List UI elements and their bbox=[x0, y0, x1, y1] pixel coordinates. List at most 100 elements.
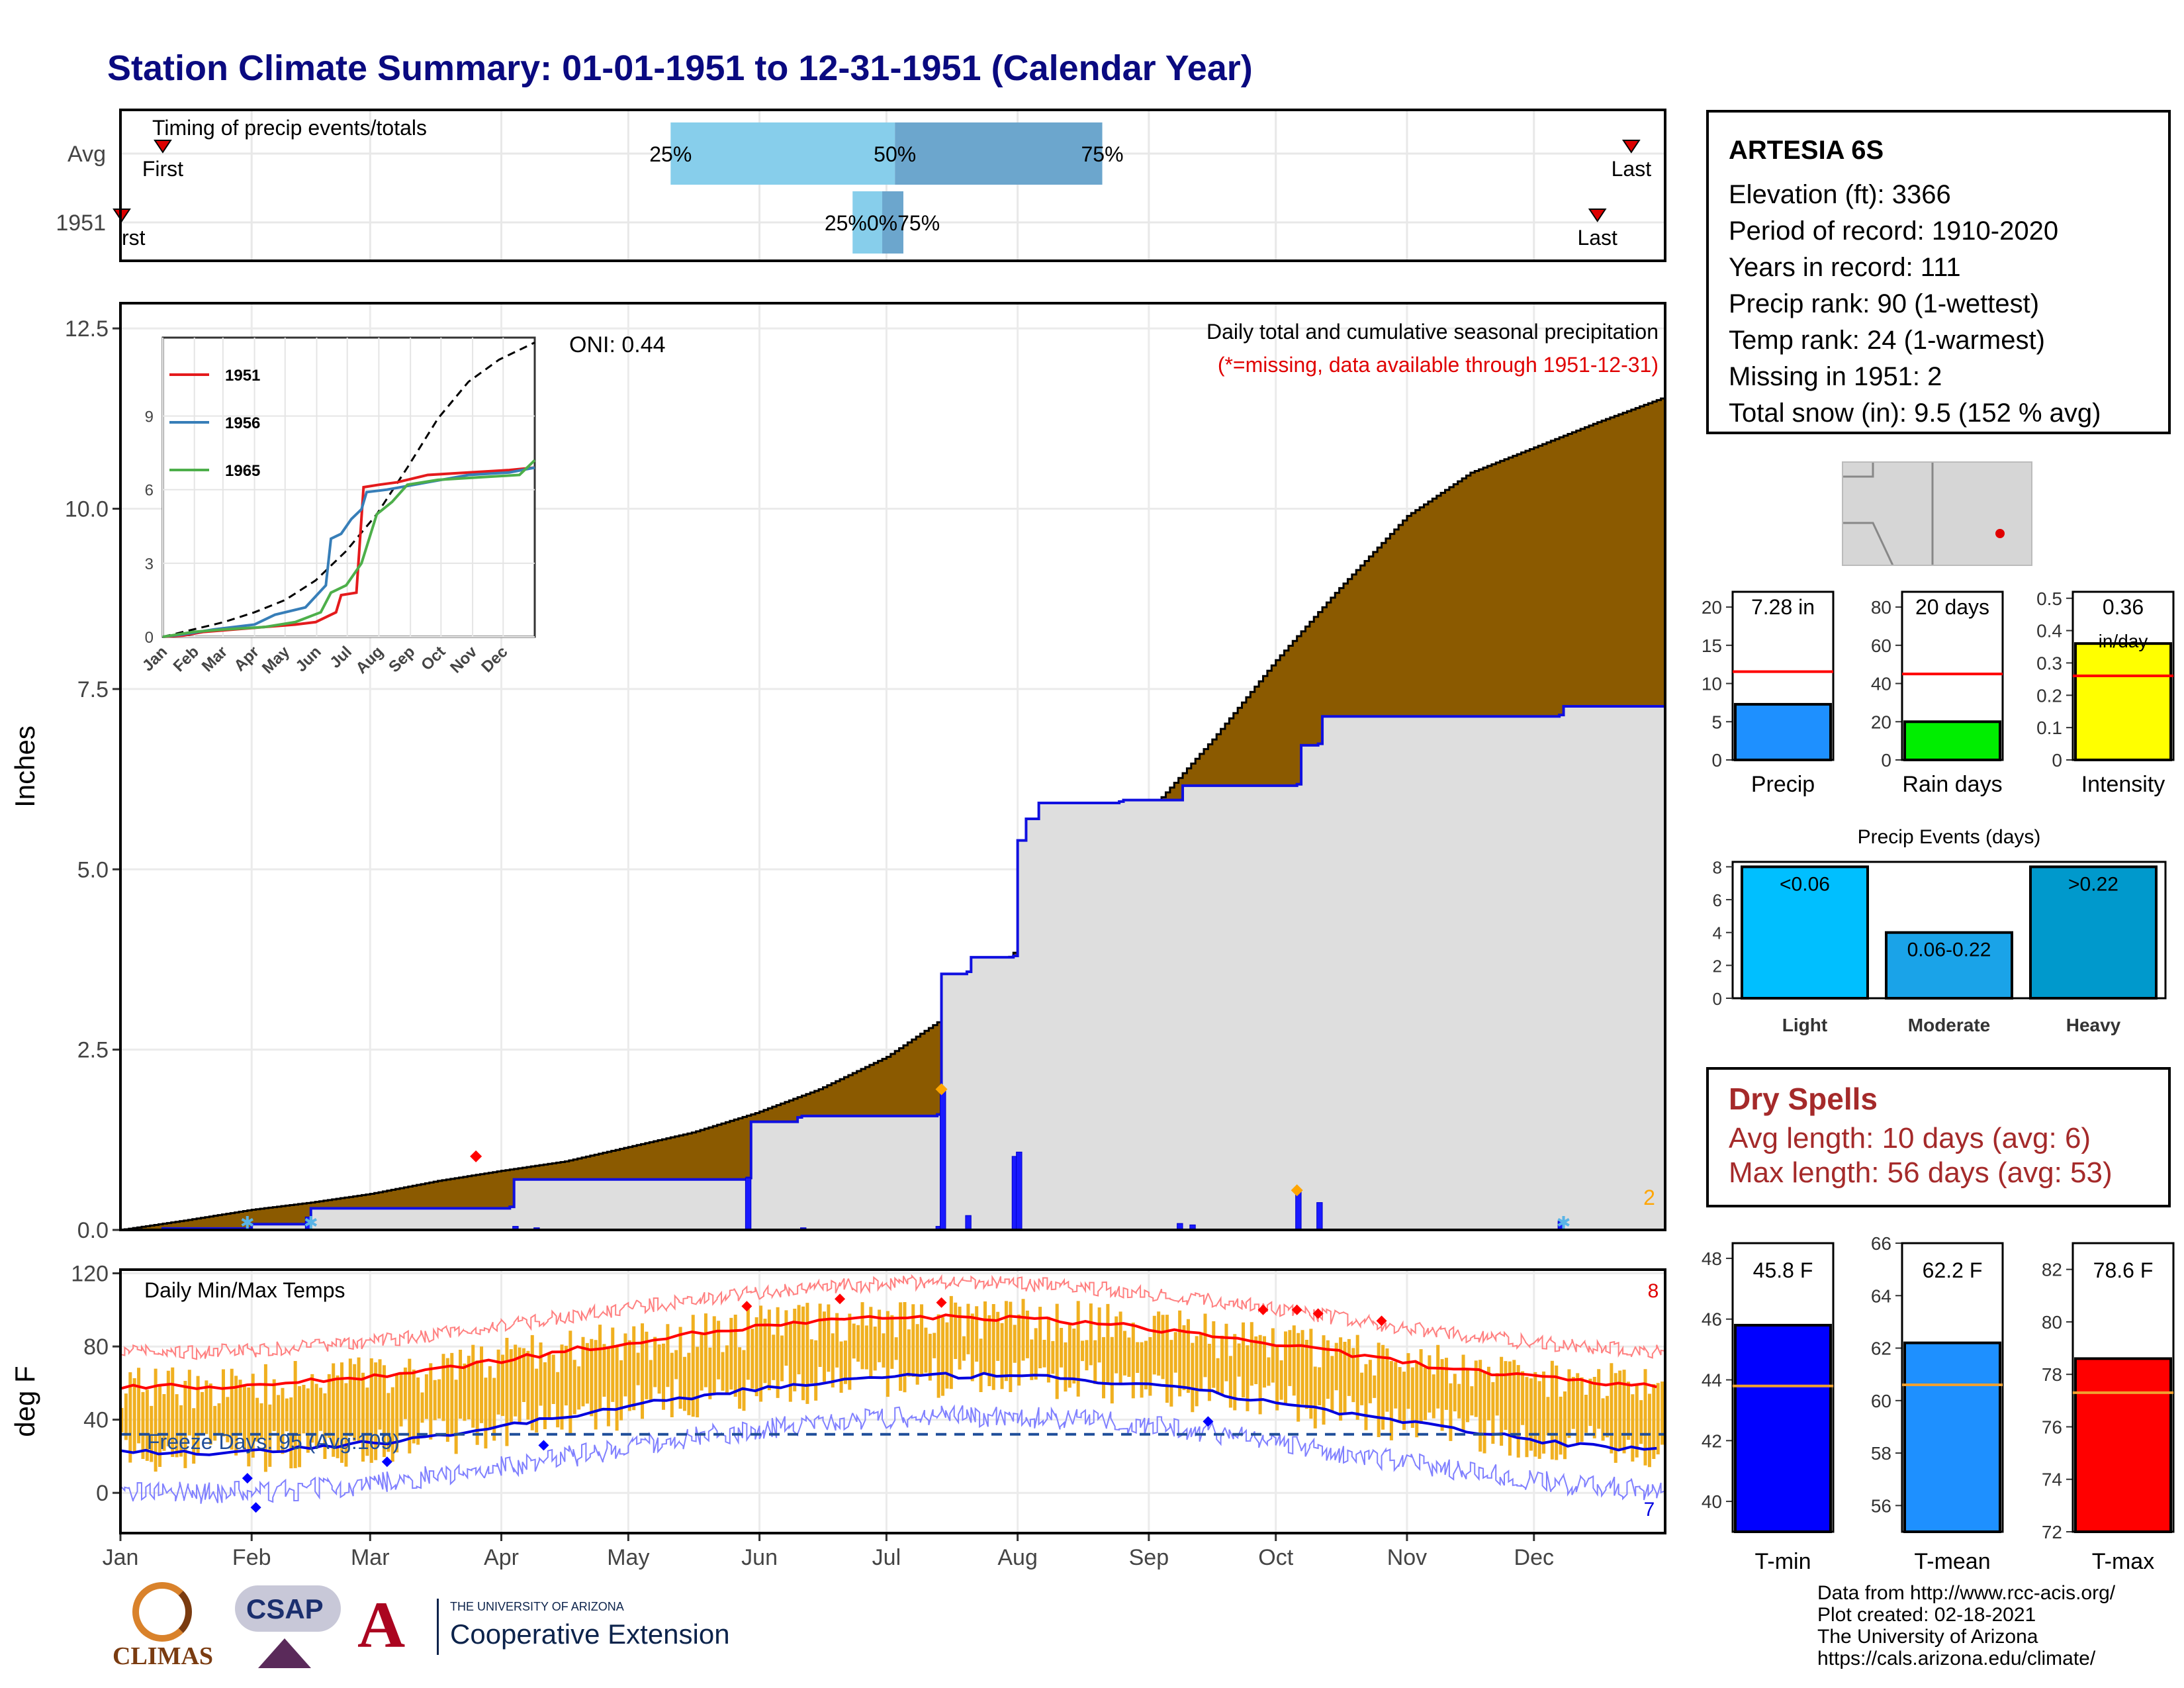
locator-map-frame bbox=[1842, 461, 2032, 566]
precip-ytick-label: 2.5 bbox=[77, 1038, 109, 1063]
events-bar bbox=[1885, 931, 2013, 1000]
panel-ytick-label: 80 bbox=[1871, 597, 1891, 618]
temp-panel-bar bbox=[1734, 1323, 1832, 1533]
footer-line: Data from http://www.rcc-acis.org/ bbox=[1817, 1582, 2116, 1604]
temp-ytick-label: 80 bbox=[83, 1335, 109, 1360]
temp-panel-ytick-label: 78 bbox=[2042, 1364, 2062, 1385]
inset-legend-label: 1965 bbox=[225, 462, 260, 480]
panel-value-label: 20 days bbox=[1915, 595, 1989, 619]
climas-sun-icon bbox=[132, 1582, 192, 1642]
temp-panel-value: 78.6 F bbox=[2093, 1258, 2154, 1282]
month-label: Sep bbox=[1129, 1545, 1169, 1570]
dry-spells-box: Dry Spells Avg length: 10 days (avg: 6) … bbox=[1706, 1067, 2171, 1207]
freeze-days-text: Freeze Days: 95 (Avg:109) bbox=[147, 1430, 400, 1454]
daily-precip-bar bbox=[745, 1178, 752, 1231]
events-bar-label: <0.06 bbox=[1780, 873, 1830, 895]
footer-line: Plot created: 02-18-2021 bbox=[1817, 1604, 2036, 1626]
temp-panel-value: 45.8 F bbox=[1753, 1258, 1813, 1282]
events-ytick-label: 8 bbox=[1713, 857, 1722, 877]
record-low-marker bbox=[242, 1473, 253, 1484]
month-label: Oct bbox=[1258, 1545, 1293, 1570]
events-bar bbox=[1741, 865, 1869, 1000]
temp-panel-ytick-label: 80 bbox=[2042, 1312, 2062, 1333]
ua-divider bbox=[437, 1599, 439, 1655]
obs-cumulative-line bbox=[120, 705, 1665, 1231]
ua-a-icon: A bbox=[357, 1588, 406, 1662]
timing-row-label: Avg bbox=[68, 142, 106, 167]
station-line: Elevation (ft): 3366 bbox=[1729, 180, 1951, 209]
inset-ytick-label: 6 bbox=[145, 482, 154, 500]
last-marker bbox=[1588, 209, 1607, 222]
last-marker bbox=[1621, 140, 1641, 154]
footer-line: The University of Arizona bbox=[1817, 1626, 2038, 1648]
record-low-marker bbox=[250, 1502, 261, 1513]
precip-ytick-label: 10.0 bbox=[65, 497, 109, 522]
precip-ytick-label: 5.0 bbox=[77, 857, 109, 882]
temp-panel-bar bbox=[1903, 1341, 2001, 1533]
locator-map bbox=[1842, 461, 2032, 566]
temp-panel-ytick-label: 76 bbox=[2042, 1417, 2062, 1437]
temp-panel-ytick-label: 40 bbox=[1702, 1491, 1722, 1512]
events-title: Precip Events (days) bbox=[1858, 826, 2041, 848]
temp-panel-ytick-label: 62 bbox=[1871, 1338, 1891, 1359]
record-high-marker bbox=[936, 1297, 947, 1308]
panel-label: Precip bbox=[1751, 772, 1815, 797]
daily-precip-bar bbox=[965, 1215, 972, 1231]
events-category-label: Light bbox=[1782, 1015, 1827, 1035]
temp-panel-ytick-label: 64 bbox=[1871, 1286, 1891, 1306]
station-line: Temp rank: 24 (1-warmest) bbox=[1729, 326, 2045, 355]
first-label: rst bbox=[122, 226, 146, 250]
daily-precip-bar bbox=[1295, 1191, 1302, 1231]
record-high-marker bbox=[1376, 1315, 1387, 1327]
temp-ytick-label: 120 bbox=[71, 1262, 109, 1287]
events-ytick-label: 0 bbox=[1713, 989, 1722, 1009]
temp-panel-ytick-label: 44 bbox=[1702, 1370, 1722, 1391]
panel-ytick-label: 20 bbox=[1702, 597, 1722, 618]
temp-panel-ytick-label: 66 bbox=[1871, 1233, 1891, 1254]
dry-spells-title: Dry Spells bbox=[1729, 1082, 1878, 1116]
events-ytick-label: 6 bbox=[1713, 890, 1722, 910]
panel-ytick-label: 10 bbox=[1702, 674, 1722, 694]
ua-line1: THE UNIVERSITY OF ARIZONA bbox=[450, 1600, 624, 1613]
inset-legend-label: 1956 bbox=[225, 414, 260, 432]
record-high-count: 8 bbox=[1648, 1280, 1659, 1302]
panel-value-label: 0.36 bbox=[2103, 595, 2144, 619]
temp-panel-ytick-label: 42 bbox=[1702, 1430, 1722, 1451]
timing-bar-50-75 bbox=[895, 122, 1103, 185]
month-label: Feb bbox=[232, 1545, 271, 1570]
timing-bar-25-50 bbox=[852, 191, 883, 254]
temp-panel-ytick-label: 82 bbox=[2042, 1260, 2062, 1280]
csap-logo: CSAP bbox=[232, 1579, 344, 1675]
panel-ytick-label: 40 bbox=[1871, 674, 1891, 694]
timing-bar-25-50 bbox=[670, 122, 895, 185]
month-label: Aug bbox=[997, 1545, 1038, 1570]
ua-logo: A THE UNIVERSITY OF ARIZONA Cooperative … bbox=[357, 1592, 754, 1665]
panel-value-bar bbox=[1903, 720, 2001, 761]
inset-avg-line bbox=[162, 342, 535, 638]
max-precip-marker bbox=[935, 1083, 948, 1096]
temp-panel-ytick-label: 56 bbox=[1871, 1495, 1891, 1516]
temp-panel-ytick-label: 48 bbox=[1702, 1248, 1722, 1269]
temp-ylabel: deg F bbox=[9, 1366, 40, 1436]
temp-title: Daily Min/Max Temps bbox=[144, 1278, 345, 1302]
station-info-box: ARTESIA 6S Elevation (ft): 3366 Period o… bbox=[1706, 110, 2171, 434]
month-label: Apr bbox=[484, 1545, 519, 1570]
temp-panel-ytick-label: 72 bbox=[2042, 1522, 2062, 1542]
station-line: Total snow (in): 9.5 (152 % avg) bbox=[1729, 399, 2101, 428]
panel-value-label: 7.28 in bbox=[1751, 595, 1815, 619]
first-label: First bbox=[142, 157, 183, 181]
temp-panel-label: T-min bbox=[1755, 1549, 1811, 1574]
first-marker bbox=[154, 140, 172, 154]
events-bar-label: 0.06-0.22 bbox=[1907, 939, 1991, 961]
station-location-marker bbox=[1995, 529, 2005, 538]
record-low-marker bbox=[538, 1440, 549, 1451]
panel-ytick-label: 0.1 bbox=[2036, 718, 2062, 738]
precip-legend-title: Daily total and cumulative seasonal prec… bbox=[1206, 320, 1659, 344]
month-label: Dec bbox=[1514, 1545, 1554, 1570]
daily-precip-bar bbox=[1016, 1151, 1023, 1231]
inset-panel bbox=[161, 336, 536, 638]
station-name: ARTESIA 6S bbox=[1729, 136, 1884, 165]
timing-row-label: 1951 bbox=[56, 211, 106, 236]
panel-ytick-label: 20 bbox=[1871, 712, 1891, 732]
